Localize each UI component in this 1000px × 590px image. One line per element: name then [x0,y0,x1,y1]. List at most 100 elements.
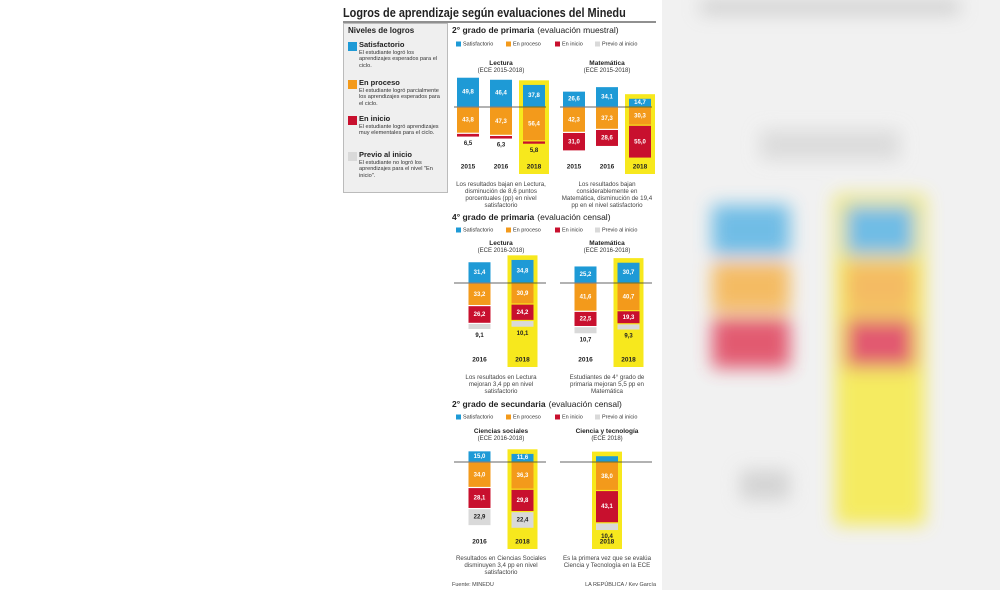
source: Fuente: MINEDU [452,582,494,588]
legend-label: Satisfactorio [463,414,493,420]
chart-title: Lectura [489,60,513,67]
year-label: 2018 [633,164,648,171]
bar-segment [490,107,512,135]
value-label: 9,1 [475,333,484,339]
bar-segment [617,262,640,283]
legend-label: En proceso [513,227,541,233]
bar-segment [574,283,597,311]
levels-title: Niveles de logros [348,26,415,35]
value-label: 26,6 [568,97,580,103]
bar-segment [490,135,512,139]
value-label: 5,8 [530,148,539,154]
bar-segment [468,283,491,305]
value-label: 31,4 [474,270,486,276]
year-label: 2016 [494,164,509,171]
legend-swatch [595,227,600,233]
value-label: 43,1 [601,504,613,510]
section-title: 2° grado de primaria [452,25,535,35]
level-description: El estudiante no logró los aprendizajes … [359,160,433,179]
bar-segment [468,262,491,283]
bar-segment [596,491,618,523]
bar-segment [596,523,618,531]
value-label: 41,6 [580,295,592,301]
value-label: 36,3 [517,473,529,479]
bar-segment [574,266,597,283]
bar-segment [629,98,651,107]
value-label: 28,6 [601,136,613,142]
legend-label: Satisfactorio [463,227,493,233]
chart-subtitle: (ECE 2015-2018) [477,68,525,74]
year-label: 2018 [515,357,530,364]
bar-segment [511,462,534,489]
bar-segment [457,133,479,137]
year-label: 2016 [578,357,593,364]
value-label: 10,4 [601,534,613,540]
value-label: 22,4 [517,518,529,524]
bar-segment [511,453,534,462]
bar-segment [596,107,618,129]
level-description: El estudiante logró los aprendizajes esp… [359,50,438,69]
value-label: 6,3 [497,143,506,149]
bar-segment [596,462,618,490]
section-title: 2° grado de secundaria [452,399,546,409]
value-label: 24,2 [517,310,529,316]
legend-label: Previo al inicio [602,227,637,233]
section-heading: 2° grado de primaria (evaluación muestral… [452,25,619,36]
legend-swatch [555,414,560,420]
value-label: 10,7 [580,337,592,343]
value-label: 38,0 [601,474,613,480]
bar-segment [596,129,618,146]
value-label: 28,1 [474,496,486,502]
bar-segment [523,141,545,144]
year-label: 2015 [461,164,476,171]
legend-label: Satisfactorio [463,41,493,47]
chart-title: Ciencia y tecnología [575,428,639,435]
bar-segment [468,509,491,526]
level-name: En proceso [359,78,400,87]
value-label: 19,3 [623,315,635,321]
year-label: 2018 [600,539,615,546]
level-swatch [348,80,357,89]
level-swatch [348,42,357,51]
chart-caption: Resultados en Ciencias Sociales disminuy… [455,555,547,577]
bar-segment [563,91,585,107]
legend-label: En proceso [513,414,541,420]
value-label: 11,6 [517,455,529,461]
bar-segment [563,107,585,132]
chart-title: Matemática [589,60,625,67]
value-label: 30,3 [634,114,646,120]
legend-swatch [595,414,600,420]
bar-segment [523,107,545,141]
chart-caption: Los resultados bajan en Lectura, disminu… [456,181,546,210]
legend-label: En inicio [562,227,583,233]
bar-segment [563,132,585,151]
bar-segment [629,125,651,158]
value-label: 22,5 [580,317,592,323]
legend-label: En inicio [562,414,583,420]
bar-segment [596,456,618,462]
chart-title: Matemática [589,240,625,247]
value-label: 47,3 [495,119,507,125]
value-label: 10,1 [517,331,529,337]
value-label: 40,7 [623,294,635,300]
blurred-background [662,0,1000,590]
year-label: 2016 [472,539,487,546]
level-description: El estudiante logró aprendizajes muy ele… [359,124,439,137]
bar-segment [511,304,534,320]
value-label: 37,3 [601,116,613,122]
bar-segment [629,107,651,125]
legend-swatch [506,227,511,233]
chart-title: Lectura [489,240,513,247]
section-subtitle: (evaluación censal) [548,399,622,409]
value-label: 33,2 [474,292,486,298]
bar-segment [511,259,534,283]
legend-swatch [506,414,511,420]
chart-subtitle: (ECE 2016-2018) [583,248,631,254]
bar-segment [617,311,640,324]
chart-subtitle: (ECE 2016-2018) [477,248,525,254]
value-label: 6,5 [464,141,473,147]
bar-segment [468,451,491,462]
year-label: 2016 [472,357,487,364]
